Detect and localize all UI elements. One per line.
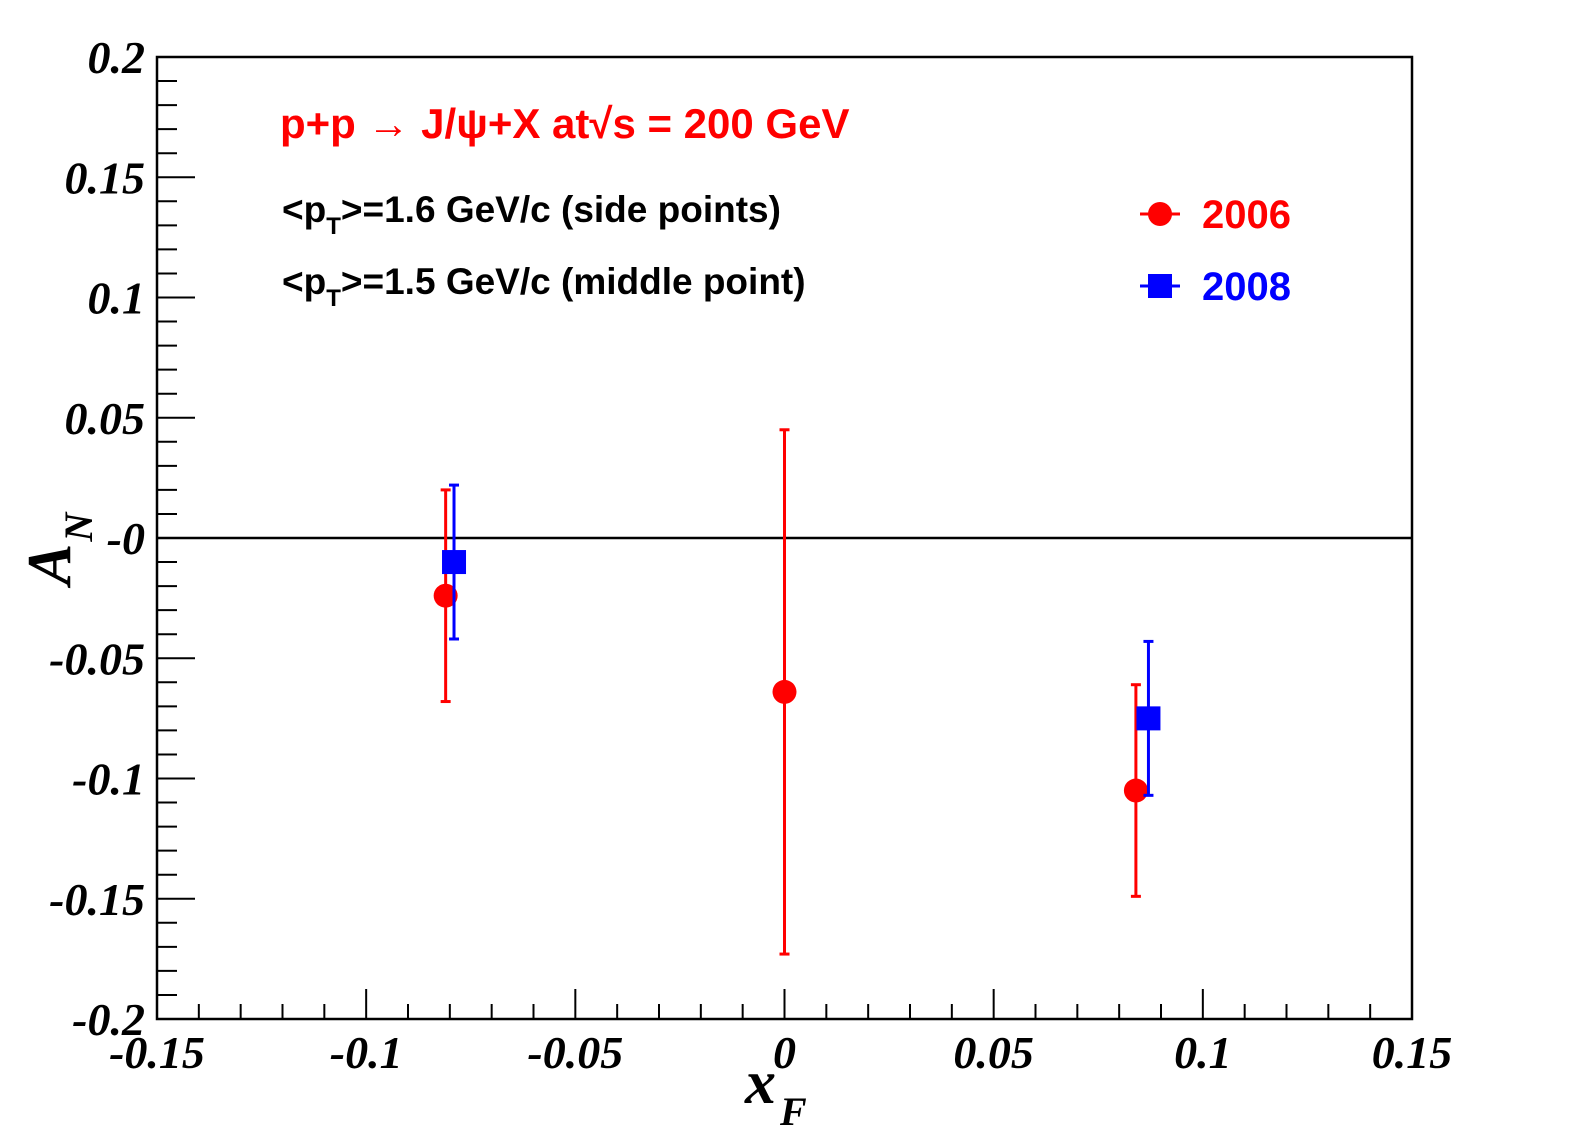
annotation-line-1: <pT>=1.6 GeV/c (side points)	[282, 189, 781, 240]
legend-label-2008: 2008	[1202, 265, 1291, 309]
y-axis-title: AN	[16, 511, 101, 589]
annotation-line-2-prefix: <p	[282, 261, 326, 302]
data-point-2006	[1123, 778, 1148, 803]
y-tick-label: -0.2	[72, 994, 145, 1045]
legend-marker-2006	[1148, 202, 1172, 226]
data-point-2008	[442, 550, 467, 575]
y-tick-label: -0.15	[49, 874, 145, 925]
legend: 2006 2008	[1140, 193, 1291, 309]
y-tick-label: 0.05	[65, 393, 146, 444]
annotation-line-2-suffix: >=1.5 GeV/c (middle point)	[341, 261, 806, 302]
data-point-2006	[772, 679, 797, 704]
x-tick-label: 0.05	[953, 1027, 1034, 1078]
x-tick-label: 0.1	[1174, 1027, 1232, 1078]
data-marks	[433, 428, 1161, 956]
legend-label-2006: 2006	[1202, 193, 1291, 237]
y-tick-label: 0.15	[65, 152, 146, 203]
annotation-line-2-sub: T	[326, 285, 341, 312]
x-tick-label: 0	[773, 1027, 796, 1078]
data-point-2006	[433, 583, 458, 608]
x-axis-title-sub: F	[779, 1089, 807, 1134]
x-axis-title-main: x	[744, 1049, 776, 1117]
legend-marker-2008	[1148, 274, 1172, 298]
y-axis-title-sub: N	[56, 511, 101, 543]
x-tick-label: -0.1	[330, 1027, 403, 1078]
annotation-line-1-suffix: >=1.6 GeV/c (side points)	[341, 189, 781, 230]
x-tick-label: -0.15	[109, 1027, 205, 1078]
y-tick-label: -0	[107, 513, 145, 564]
y-axis-title-main: A	[16, 544, 84, 589]
y-tick-label: 0.1	[88, 273, 146, 324]
data-point-2008	[1136, 706, 1161, 731]
annotation-line-1-prefix: <p	[282, 189, 326, 230]
annotation-line-2: <pT>=1.5 GeV/c (middle point)	[282, 261, 806, 312]
y-tick-label: -0.1	[72, 754, 145, 805]
x-tick-label: -0.05	[527, 1027, 623, 1078]
annotation-title: p+p → J/ψ+X at√s = 200 GeV	[280, 100, 849, 147]
axis-tick-labels: -0.15 -0.1 -0.05 0 0.05 0.1 0.15 0.2 0.15 0.1 0.05…	[49, 32, 1452, 1078]
axis-ticks	[156, 56, 1413, 1020]
annotation-line-1-sub: T	[326, 213, 341, 240]
y-tick-label: 0.2	[88, 32, 146, 83]
y-tick-label: -0.05	[49, 633, 145, 684]
x-tick-label: 0.15	[1372, 1027, 1453, 1078]
